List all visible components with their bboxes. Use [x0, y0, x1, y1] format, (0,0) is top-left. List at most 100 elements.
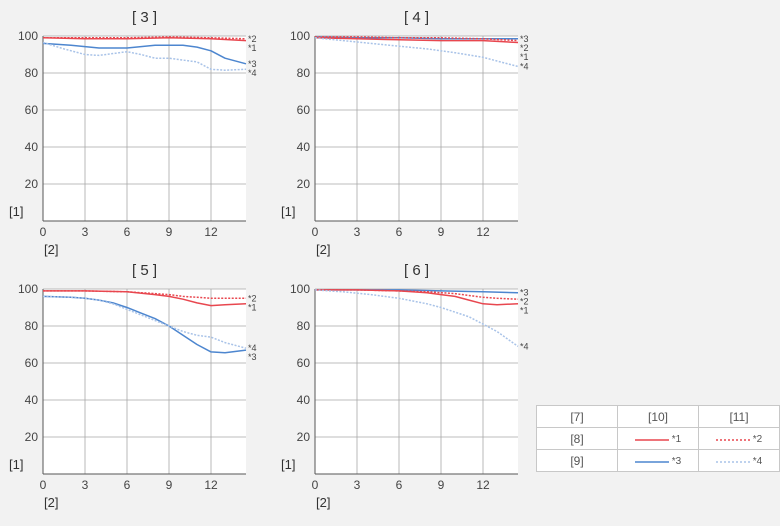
- x-tick-label: 12: [204, 478, 218, 492]
- x-tick-label: 12: [204, 225, 218, 239]
- legend-cell: *1: [617, 427, 699, 450]
- y-tick-label: 60: [25, 103, 39, 117]
- series-line: [43, 290, 247, 307]
- legend-swatch: *2: [715, 434, 763, 445]
- legend-cell: *3: [617, 449, 699, 472]
- legend-row-label: [8]: [536, 427, 618, 450]
- series-line: [315, 289, 519, 306]
- x-tick-label: 0: [40, 478, 47, 492]
- y-tick-label: 40: [25, 140, 39, 154]
- x-tick-label: 3: [354, 225, 361, 239]
- y-tick-label: 20: [297, 430, 311, 444]
- y-tick-label: 80: [297, 66, 311, 80]
- series-end-label: *1: [248, 302, 257, 312]
- x-tick-label: 9: [438, 225, 445, 239]
- y-tick-label: 80: [297, 319, 311, 333]
- x-tick-label: 0: [40, 225, 47, 239]
- plot-area: [315, 36, 518, 221]
- series-end-label: *4: [248, 68, 257, 78]
- series-line: [314, 37, 519, 68]
- x-axis-label: [2]: [316, 242, 330, 257]
- y-tick-label: 60: [297, 103, 311, 117]
- y-tick-label: 40: [297, 393, 311, 407]
- chart-panel: 0 3 6 9 12 20 40 60 80 100 [ 5 ] [1] [2] *2*1 *4*3: [9, 262, 257, 510]
- legend-line-icon: [715, 460, 750, 463]
- legend-line-icon: [634, 460, 669, 463]
- series-line: [314, 37, 519, 44]
- series-line: [42, 37, 247, 42]
- series-line: [42, 41, 247, 71]
- y-tick-label: 80: [25, 319, 39, 333]
- x-axis-label: [2]: [44, 242, 58, 257]
- series-line: [315, 36, 519, 42]
- x-axis-label: [2]: [316, 495, 330, 510]
- x-tick-label: 9: [166, 225, 173, 239]
- chart-title: [ 6 ]: [404, 262, 429, 279]
- x-tick-label: 3: [354, 478, 361, 492]
- y-tick-label: 40: [25, 393, 39, 407]
- legend-series-name: *4: [752, 456, 763, 467]
- x-tick-label: 6: [396, 478, 403, 492]
- series-line: [42, 42, 247, 65]
- series-end-label: *3: [520, 34, 529, 44]
- x-tick-label: 3: [82, 478, 89, 492]
- series-line: [42, 295, 247, 354]
- x-tick-label: 12: [476, 478, 490, 492]
- series-end-label: *1: [248, 43, 257, 53]
- legend-cell: *4: [698, 449, 780, 472]
- y-axis-label: [1]: [9, 204, 23, 219]
- x-tick-label: 3: [82, 225, 89, 239]
- legend-swatch: *4: [715, 456, 763, 467]
- y-tick-label: 20: [25, 177, 39, 191]
- legend-row: [9] *3 *4: [536, 449, 780, 472]
- series-end-label: *2: [520, 43, 529, 53]
- legend-row: [8] *1 *2: [536, 427, 780, 450]
- chart-title: [ 4 ]: [404, 9, 429, 26]
- y-tick-label: 20: [25, 430, 39, 444]
- series-end-label: *1: [520, 306, 529, 316]
- legend-table: [7] [10] [11] [8] *1 *2 [9]: [536, 405, 780, 472]
- legend-series-name: *2: [752, 434, 763, 445]
- chart-panel: 0 3 6 9 12 20 40 60 80 100 [ 4 ] [1] [2] *3*2*1*4: [281, 9, 529, 257]
- y-tick-label: 100: [18, 29, 38, 43]
- chart-panel: 0 3 6 9 12 20 40 60 80 100 [ 3 ] [1] [2] *2*1 *3*4: [9, 9, 257, 257]
- series-end-label: *4: [520, 62, 529, 72]
- y-tick-label: 40: [297, 140, 311, 154]
- series-end-label: *2: [520, 297, 529, 307]
- y-tick-label: 100: [290, 282, 310, 296]
- legend-swatch: *3: [634, 456, 682, 467]
- chart-panel: 0 3 6 9 12 20 40 60 80 100 [ 6 ] [1] [2] *3*2*1 *4: [281, 262, 529, 510]
- legend-header-cell: [11]: [698, 405, 780, 428]
- legend-row-label: [9]: [536, 449, 618, 472]
- series-end-label: *4: [248, 343, 257, 353]
- series-line: [42, 295, 247, 349]
- y-tick-label: 100: [290, 29, 310, 43]
- plot-area: [43, 289, 246, 474]
- x-tick-label: 6: [124, 225, 131, 239]
- series-end-label: *4: [520, 341, 529, 351]
- x-tick-label: 6: [396, 225, 403, 239]
- y-tick-label: 60: [297, 356, 311, 370]
- y-tick-label: 60: [25, 356, 39, 370]
- legend-cell: *2: [698, 427, 780, 450]
- x-axis-label: [2]: [44, 495, 58, 510]
- x-tick-label: 0: [312, 478, 319, 492]
- series-end-label: *2: [248, 34, 257, 44]
- y-tick-label: 80: [25, 66, 39, 80]
- x-tick-label: 0: [312, 225, 319, 239]
- plot-area: [43, 36, 246, 221]
- series-end-label: *3: [520, 288, 529, 298]
- legend-series-name: *3: [671, 456, 682, 467]
- legend-header-row: [7] [10] [11]: [536, 405, 780, 428]
- x-tick-label: 6: [124, 478, 131, 492]
- y-axis-label: [1]: [281, 457, 295, 472]
- x-tick-label: 9: [166, 478, 173, 492]
- series-end-label: *3: [248, 352, 257, 362]
- series-end-label: *3: [248, 59, 257, 69]
- legend-header-cell: [7]: [536, 405, 618, 428]
- series-end-label: *2: [248, 293, 257, 303]
- chart-title: [ 5 ]: [132, 262, 157, 279]
- series-end-label: *1: [520, 52, 529, 62]
